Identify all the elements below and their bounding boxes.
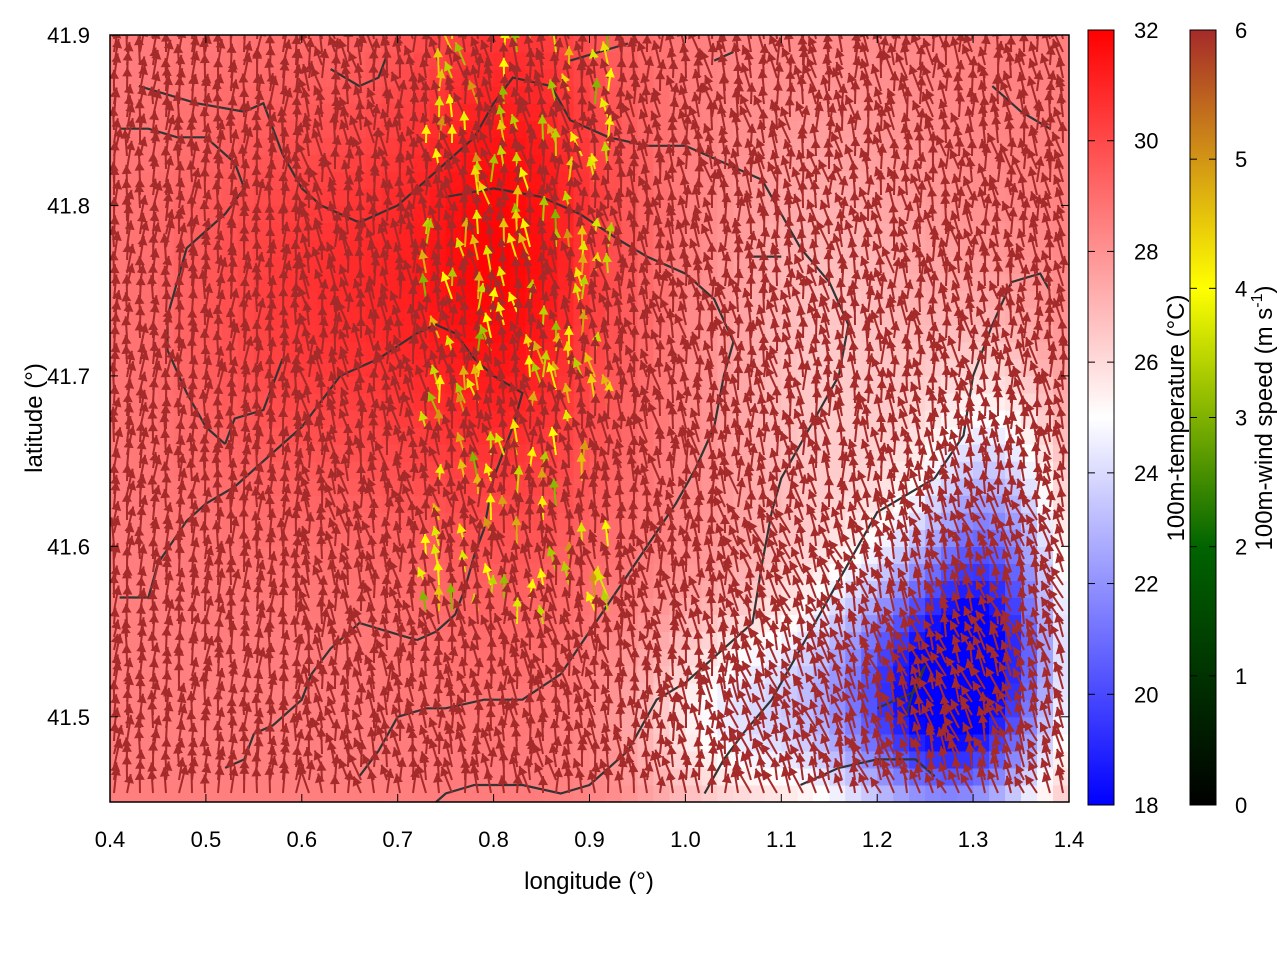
heat-cell [925, 784, 942, 802]
heat-cell [205, 784, 223, 802]
heat-cell [269, 256, 287, 275]
heat-cell [493, 784, 511, 802]
heat-cell [125, 784, 143, 802]
heat-cell [445, 444, 463, 462]
heat-cell [1037, 784, 1054, 802]
heat-cell [173, 307, 191, 326]
heat-cell [269, 35, 287, 53]
heat-cell [413, 784, 431, 802]
heat-cell [125, 631, 143, 650]
heat-cell [269, 784, 287, 802]
heat-cell [941, 409, 958, 428]
heat-cell [253, 784, 271, 802]
heat-cell [733, 256, 750, 275]
heat-cell [237, 512, 255, 530]
heat-cell [221, 784, 239, 802]
heat-cell [157, 580, 175, 599]
heat-cell [317, 290, 335, 309]
heat-cell [445, 409, 463, 428]
heat-cell [269, 563, 287, 582]
heat-cell [957, 784, 974, 802]
heat-cell [237, 631, 255, 650]
heat-cell [141, 750, 159, 769]
heat-cell [557, 631, 575, 650]
heat-cell [701, 784, 718, 802]
heat-cell [925, 733, 942, 752]
heat-cell [301, 597, 319, 616]
heat-cell [1021, 784, 1038, 802]
heat-cell [221, 631, 239, 650]
heat-cell [397, 784, 415, 802]
heat-cell [829, 784, 846, 802]
heat-cell [621, 784, 639, 802]
heat-cell [973, 784, 990, 802]
heat-cell [189, 341, 207, 360]
heat-cell [989, 784, 1006, 802]
heat-cell [110, 784, 127, 802]
heat-cell [845, 427, 862, 445]
heat-cell [110, 750, 127, 769]
heat-cell [237, 307, 255, 326]
heat-cell [493, 52, 511, 70]
heat-cell [189, 784, 207, 802]
heat-cell [269, 52, 287, 70]
heat-cell [749, 784, 766, 802]
heat-cell [1005, 784, 1022, 802]
heat-cell [173, 631, 191, 650]
heat-cell [125, 273, 143, 292]
heat-cell [301, 580, 319, 599]
heat-cell [301, 154, 319, 172]
heat-cell [237, 375, 255, 394]
heat-cell [253, 495, 271, 513]
heat-cell [237, 597, 255, 616]
heat-cell [285, 784, 303, 802]
heat-cell [157, 239, 175, 258]
heat-cell [221, 205, 239, 224]
plot-area [109, 34, 1070, 803]
heat-cell [685, 784, 702, 802]
heat-cell [157, 784, 175, 802]
heat-cell [349, 256, 367, 275]
heat-cell [941, 784, 958, 802]
heat-cell [301, 784, 319, 802]
heat-cell [301, 307, 319, 326]
heat-cell [701, 631, 718, 650]
heat-cell [173, 103, 191, 121]
heat-cell [237, 239, 255, 258]
heat-cell [141, 784, 159, 802]
heat-cell [845, 409, 862, 428]
heat-cell [173, 784, 191, 802]
heat-cell [589, 784, 607, 802]
heat-cell [861, 784, 878, 802]
heat-cell [541, 784, 559, 802]
heat-cell [301, 256, 319, 275]
heat-cell [701, 750, 718, 769]
heat-cell [285, 375, 303, 394]
heat-cell [237, 784, 255, 802]
heat-cell [189, 120, 207, 138]
heat-cell [301, 427, 319, 445]
heat-cell [477, 784, 495, 802]
heat-cell [221, 171, 239, 189]
heat-cell [237, 341, 255, 360]
heat-cell [381, 784, 399, 802]
